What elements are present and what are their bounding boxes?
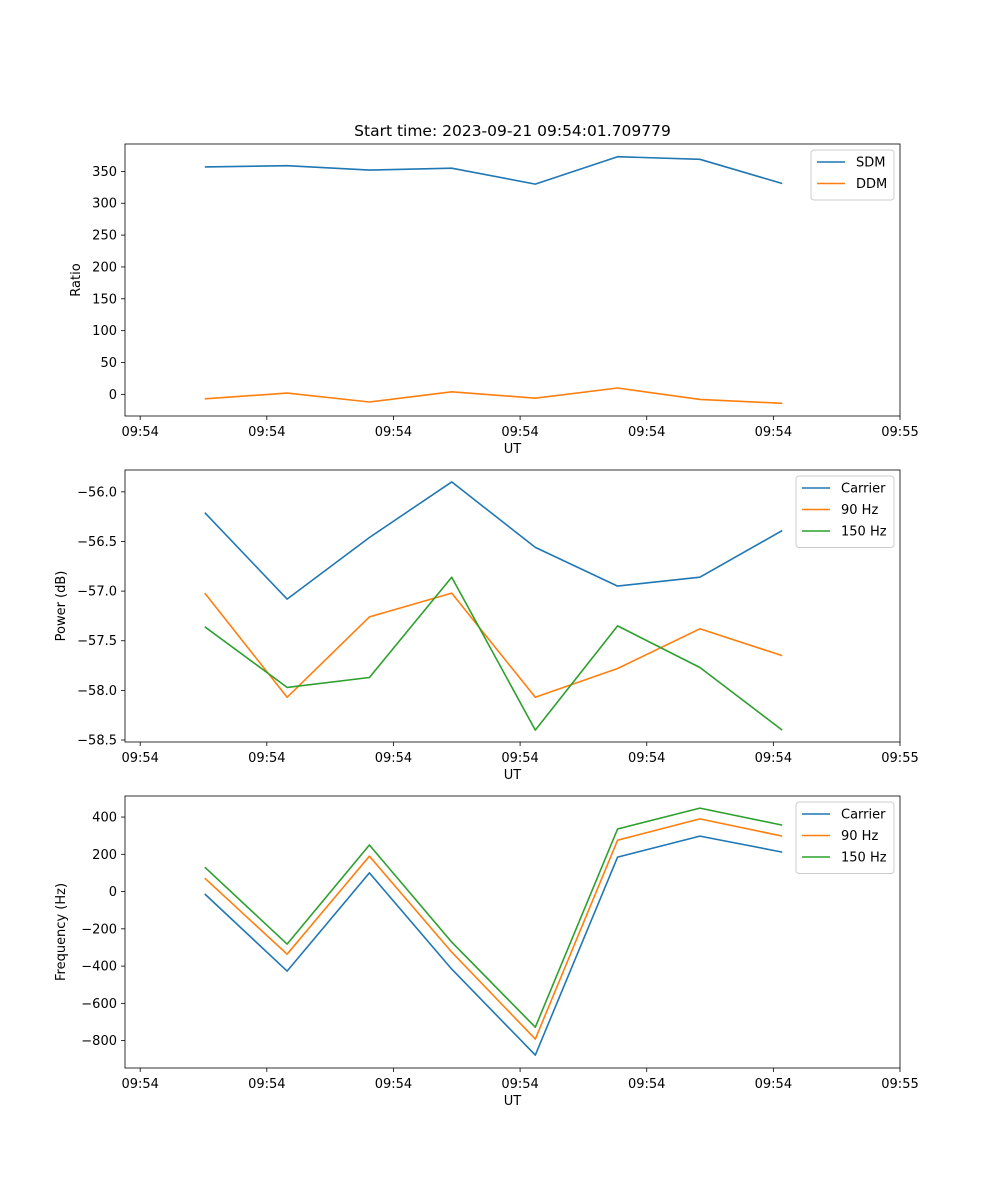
y-tick-label: −57.5 [77,634,117,649]
series-line-150-hz [204,807,783,1028]
y-axis-label: Ratio [69,263,84,296]
x-tick-label: 09:54 [501,425,538,440]
x-tick-label: 09:55 [881,1077,918,1092]
legend-label: Carrier [841,482,886,497]
series-line-ddm [204,387,783,405]
series-line-carrier [204,481,783,600]
panel-2: 09:54 09:54 09:54 09:54 09:54 09:54 09:55 −58.5… [54,469,919,783]
y-tick-label: 200 [92,260,117,275]
legend-label: Carrier [841,808,886,823]
series-line-150-hz [204,576,783,731]
y-tick-label: −58.5 [77,734,117,749]
y-tick-label: −56.0 [77,485,117,500]
x-tick-label: 09:55 [881,751,918,766]
x-tick-label: 09:54 [375,751,412,766]
x-axis-label: UT [504,1094,522,1109]
panel-1: 09:54 09:54 09:54 09:54 09:54 09:54 09:55 0 50 10… [69,122,919,457]
legend-label: 90 Hz [841,503,878,518]
x-tick-label: 09:54 [755,751,792,766]
legend-label: DDM [856,177,887,192]
x-tick-label: 09:54 [628,425,665,440]
legend-label: SDM [856,156,885,171]
y-tick-label: 150 [92,292,117,307]
x-tick-label: 09:54 [375,425,412,440]
y-tick-label: −57.0 [77,585,117,600]
legend: SDM DDM [810,149,895,201]
x-tick-label: 09:54 [121,425,158,440]
panel-3: 09:54 09:54 09:54 09:54 09:54 09:54 09:55 −800 −… [54,795,919,1109]
y-tick-label: 400 [92,811,117,826]
x-tick-label: 09:54 [248,751,285,766]
y-tick-label: 200 [92,848,117,863]
x-tick-label: 09:54 [501,751,538,766]
y-tick-label: 0 [109,885,117,900]
y-tick-label: 250 [92,229,117,244]
x-tick-label: 09:54 [121,751,158,766]
x-tick-label: 09:54 [501,1077,538,1092]
x-tick-label: 09:54 [755,1077,792,1092]
legend-box [795,801,895,874]
axes-frame [124,469,901,743]
series-line-90-hz [204,818,783,1040]
y-axis-label: Power (dB) [54,571,69,642]
y-tick-label: −56.5 [77,535,117,550]
x-tick-label: 09:54 [121,1077,158,1092]
x-tick-label: 09:54 [628,751,665,766]
x-axis-label: UT [504,442,522,457]
y-tick-label: 350 [92,165,117,180]
y-tick-label: −400 [81,960,117,975]
legend-label: 150 Hz [841,525,887,540]
x-tick-label: 09:55 [881,425,918,440]
legend: Carrier 90 Hz 150 Hz [795,801,895,874]
y-tick-label: −800 [81,1034,117,1049]
y-tick-label: 300 [92,197,117,212]
legend: Carrier 90 Hz 150 Hz [795,475,895,548]
y-tick-label: −600 [81,997,117,1012]
x-tick-label: 09:54 [755,425,792,440]
axes-frame [124,795,901,1069]
y-tick-label: 50 [100,356,117,371]
series-line-carrier [204,835,783,1056]
chart-title: Start time: 2023-09-21 09:54:01.709779 [354,122,671,140]
y-tick-label: 100 [92,324,117,339]
series-line-sdm [204,155,783,185]
legend-label: 150 Hz [841,851,887,866]
x-tick-label: 09:54 [248,425,285,440]
y-axis-label: Frequency (Hz) [54,883,69,981]
x-tick-label: 09:54 [375,1077,412,1092]
x-tick-label: 09:54 [628,1077,665,1092]
series-line-90-hz [204,592,783,699]
legend-label: 90 Hz [841,829,878,844]
axes-frame [124,143,901,417]
y-tick-label: 0 [109,388,117,403]
x-tick-label: 09:54 [248,1077,285,1092]
y-tick-label: −200 [81,922,117,937]
y-tick-label: −58.0 [77,684,117,699]
legend-box [795,475,895,548]
x-axis-label: UT [504,768,522,783]
